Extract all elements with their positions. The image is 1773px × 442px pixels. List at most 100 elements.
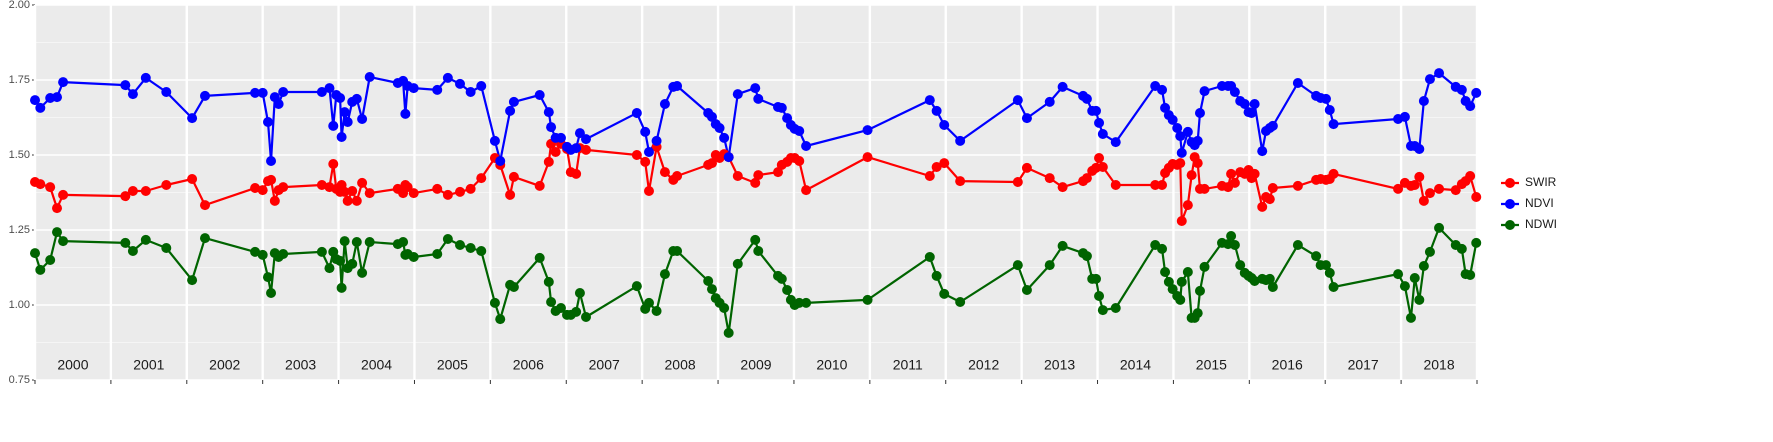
data-point (1176, 216, 1187, 226)
data-point (1267, 120, 1278, 131)
y-tick-label: 1.00 (9, 299, 30, 311)
data-point (1257, 201, 1268, 212)
data-point (335, 93, 346, 103)
data-point (402, 182, 413, 193)
data-point (1199, 183, 1210, 194)
data-point (465, 243, 476, 253)
data-point (476, 81, 487, 91)
data-point (335, 255, 346, 266)
data-point (1021, 285, 1032, 295)
data-point (161, 243, 172, 253)
data-point (200, 200, 211, 211)
year-label: 2013 (1044, 357, 1075, 373)
data-point (339, 186, 350, 197)
year-label: 2018 (1423, 357, 1454, 373)
data-point (278, 249, 289, 259)
data-point (939, 120, 950, 130)
data-point (801, 141, 812, 151)
legend-marker (1505, 199, 1515, 209)
data-point (442, 234, 453, 244)
data-point (1091, 105, 1102, 116)
data-point (1257, 146, 1268, 157)
data-point (732, 171, 743, 181)
data-point (351, 195, 362, 206)
data-point (257, 87, 268, 98)
data-point (1456, 84, 1467, 95)
data-point (1239, 99, 1250, 109)
data-point (127, 89, 138, 100)
data-point (187, 174, 198, 184)
data-point (571, 168, 582, 179)
data-point (1264, 194, 1275, 205)
data-point (640, 156, 651, 167)
data-point (719, 132, 730, 143)
data-point (1399, 281, 1410, 292)
data-point (1414, 144, 1425, 154)
data-point (571, 143, 582, 154)
data-point (1172, 123, 1183, 133)
data-point (574, 128, 585, 139)
data-point (794, 297, 805, 308)
data-point (1471, 237, 1482, 248)
data-point (336, 132, 347, 142)
data-point (465, 87, 476, 97)
data-point (1157, 243, 1168, 254)
data-point (35, 102, 46, 113)
data-point (1097, 129, 1108, 139)
data-point (1414, 171, 1425, 182)
data-point (1012, 177, 1023, 187)
data-point (1424, 188, 1435, 199)
data-point (1081, 173, 1092, 184)
data-point (714, 123, 725, 133)
data-point (357, 267, 368, 278)
year-label: 2001 (133, 357, 164, 373)
data-point (1434, 68, 1445, 79)
data-point (546, 297, 557, 307)
data-point (257, 185, 268, 196)
data-point (1324, 267, 1335, 278)
data-point (52, 227, 63, 238)
data-point (776, 273, 787, 284)
data-point (30, 95, 40, 106)
data-point (262, 272, 273, 283)
data-point (442, 189, 453, 200)
data-point (465, 183, 476, 194)
data-point (364, 237, 375, 247)
data-point (1324, 105, 1335, 115)
data-point (1418, 96, 1429, 106)
data-point (127, 246, 138, 256)
data-point (862, 294, 873, 305)
data-point (719, 303, 730, 313)
data-point (1182, 126, 1193, 137)
legend-marker (1505, 178, 1515, 188)
legend-label: NDVI (1525, 196, 1554, 210)
data-point (1465, 101, 1476, 112)
data-point (659, 167, 670, 178)
data-point (316, 246, 327, 257)
data-point (574, 288, 585, 298)
data-point (35, 179, 46, 190)
data-point (703, 276, 714, 286)
data-point (1094, 117, 1105, 128)
data-point (58, 77, 69, 88)
data-point (45, 255, 56, 265)
year-label: 2011 (893, 357, 923, 373)
data-point (1175, 158, 1186, 169)
data-point (1235, 260, 1246, 271)
data-point (508, 282, 519, 292)
data-point (432, 84, 443, 95)
data-point (266, 174, 277, 185)
data-point (1044, 260, 1055, 271)
data-point (750, 83, 761, 94)
data-point (1226, 231, 1237, 241)
data-point (580, 144, 591, 155)
data-point (1292, 240, 1303, 250)
data-point (1157, 180, 1168, 190)
data-point (489, 135, 500, 146)
data-point (1157, 84, 1168, 95)
data-point (1012, 260, 1023, 271)
data-point (1199, 86, 1210, 97)
data-point (1175, 131, 1186, 142)
data-point (364, 188, 375, 199)
